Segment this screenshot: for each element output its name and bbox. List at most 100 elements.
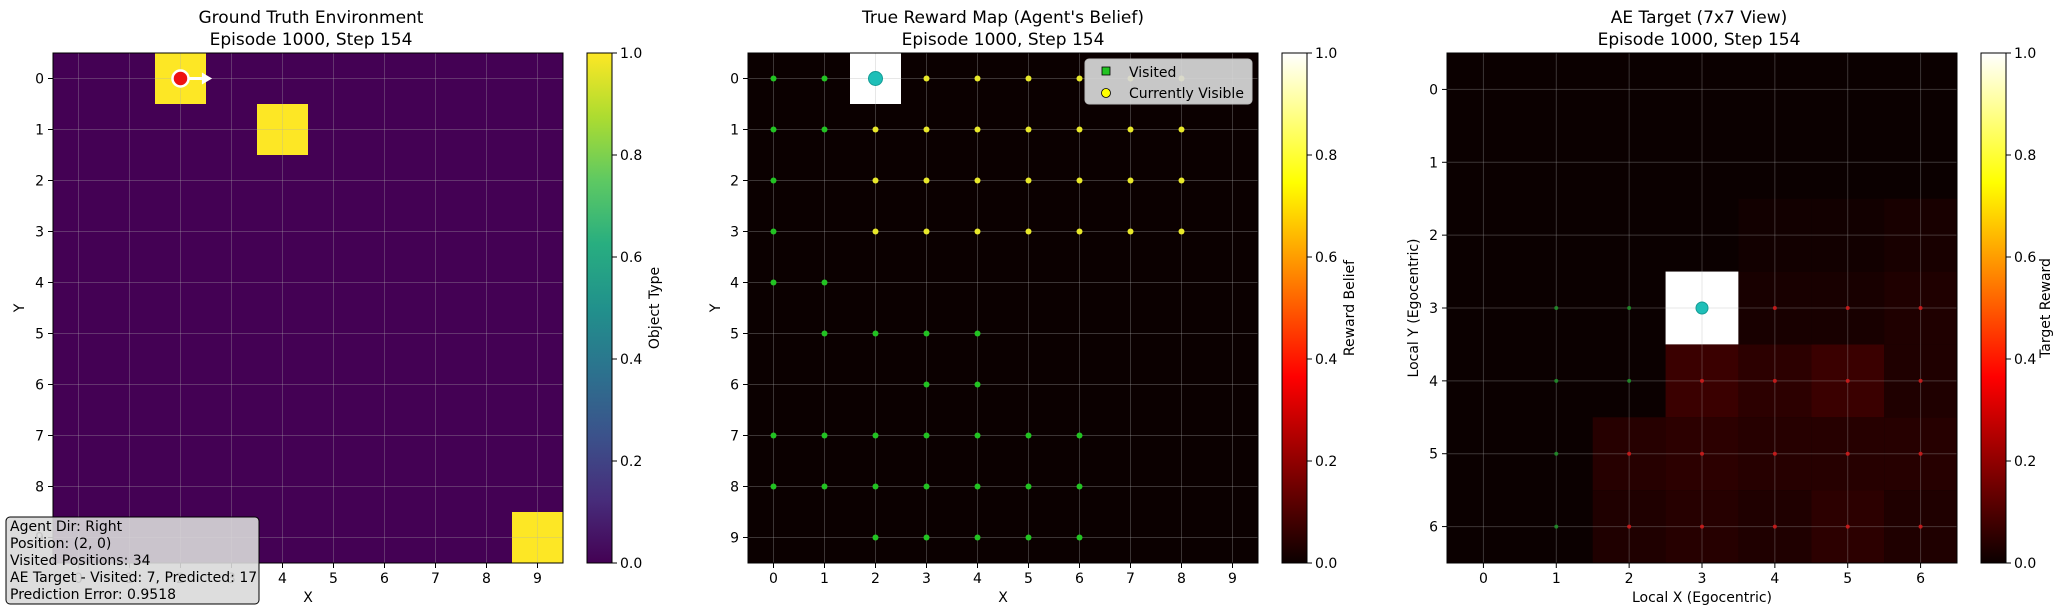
x-tick-label: 0 bbox=[769, 571, 778, 587]
y-tick-label: 3 bbox=[730, 225, 739, 241]
colorbar-tick-label: 0.6 bbox=[1315, 250, 1337, 266]
colorbar-tick-label: 0.2 bbox=[1315, 454, 1337, 470]
red-point bbox=[1772, 378, 1777, 383]
colorbar-tick-label: 1.0 bbox=[1315, 46, 1337, 62]
y-tick-label: 7 bbox=[35, 429, 44, 445]
panel3-colorbar-ticks: 0.0 0.2 0.4 0.6 0.8 1.0 bbox=[2006, 46, 2036, 572]
visited-point bbox=[1076, 534, 1083, 541]
colorbar-tick-label: 0.6 bbox=[2014, 250, 2036, 266]
visible-point bbox=[1178, 177, 1185, 184]
panel1-subtitle: Episode 1000, Step 154 bbox=[210, 30, 413, 50]
visited-point bbox=[923, 381, 930, 388]
visible-point bbox=[923, 228, 930, 235]
panel3-colorbar bbox=[1980, 52, 2007, 564]
x-tick-label: 3 bbox=[1698, 571, 1707, 587]
visited-point bbox=[770, 228, 777, 235]
x-tick-label: 6 bbox=[1075, 571, 1084, 587]
x-tick-label: 4 bbox=[1770, 571, 1779, 587]
y-tick-label: 6 bbox=[35, 378, 44, 394]
visited-point bbox=[923, 483, 930, 490]
green-point bbox=[1554, 451, 1559, 456]
red-point bbox=[1845, 378, 1850, 383]
x-tick-label: 3 bbox=[922, 571, 931, 587]
colorbar-tick-label: 0.8 bbox=[1315, 148, 1337, 164]
colorbar-tick-label: 0.0 bbox=[620, 556, 642, 572]
red-point bbox=[1627, 524, 1632, 529]
heatmap-cell bbox=[1738, 198, 1812, 272]
panel1-title: Ground Truth Environment bbox=[199, 8, 424, 28]
visited-point bbox=[872, 330, 879, 337]
visited-point bbox=[821, 432, 828, 439]
visible-point bbox=[1076, 177, 1083, 184]
red-point bbox=[1700, 451, 1704, 456]
panel3-points bbox=[1554, 306, 1923, 529]
colorbar-tick-label: 0.4 bbox=[1315, 352, 1337, 368]
visited-point bbox=[1076, 432, 1083, 439]
y-tick-label: 1 bbox=[730, 123, 739, 139]
heatmap-cell bbox=[1884, 198, 1957, 272]
green-point bbox=[1554, 378, 1559, 383]
red-point bbox=[1918, 306, 1923, 310]
panel2-points bbox=[770, 75, 1185, 541]
info-prediction-error: Prediction Error: 0.9518 bbox=[10, 587, 176, 603]
red-point bbox=[1772, 451, 1777, 456]
panel1-colorbar bbox=[586, 52, 613, 564]
visible-point bbox=[974, 75, 981, 82]
y-tick-label: 6 bbox=[1429, 520, 1438, 536]
info-visited-positions: Visited Positions: 34 bbox=[10, 553, 151, 569]
colorbar-tick-label: 1.0 bbox=[620, 46, 642, 62]
y-tick-label: 0 bbox=[35, 72, 44, 88]
x-tick-label: 9 bbox=[533, 571, 542, 587]
visible-point bbox=[1127, 126, 1134, 133]
y-tick-label: 5 bbox=[730, 327, 739, 343]
agent-marker bbox=[868, 71, 883, 86]
y-tick-label: 4 bbox=[730, 276, 739, 292]
visible-point bbox=[872, 228, 879, 235]
panel2-colorbar bbox=[1281, 52, 1308, 564]
legend-box bbox=[1084, 58, 1253, 105]
visited-point bbox=[1025, 483, 1032, 490]
green-point bbox=[1627, 378, 1632, 383]
visited-point bbox=[1025, 534, 1032, 541]
panel2-plot-frame bbox=[747, 52, 1259, 564]
y-tick-label: 1 bbox=[1429, 155, 1438, 171]
x-tick-label: 1 bbox=[820, 571, 829, 587]
colorbar-tick-label: 0.0 bbox=[2014, 556, 2036, 572]
agent-marker bbox=[171, 69, 190, 88]
red-point bbox=[1627, 451, 1632, 456]
panel3-subtitle: Episode 1000, Step 154 bbox=[1598, 30, 1801, 50]
panel2-title: True Reward Map (Agent's Belief) bbox=[861, 8, 1144, 28]
agent-marker bbox=[1695, 301, 1709, 315]
visited-point bbox=[1076, 483, 1083, 490]
visited-point bbox=[923, 330, 930, 337]
info-ae-target: AE Target - Visited: 7, Predicted: 17 bbox=[10, 570, 257, 586]
panel-reward-map: True Reward Map (Agent's Belief) Episode… bbox=[708, 8, 1358, 606]
visited-point bbox=[770, 432, 777, 439]
panel2-y-ticks: 0 1 2 3 4 5 6 7 8 9 bbox=[730, 72, 748, 547]
visited-point bbox=[770, 177, 777, 184]
red-point bbox=[1772, 306, 1777, 310]
colorbar-tick-label: 0.0 bbox=[1315, 556, 1337, 572]
red-point bbox=[1918, 524, 1923, 529]
y-tick-label: 7 bbox=[730, 429, 739, 445]
x-tick-label: 7 bbox=[431, 571, 440, 587]
info-agent-dir: Agent Dir: Right bbox=[10, 519, 123, 535]
panel1-agent bbox=[171, 69, 213, 88]
x-tick-label: 6 bbox=[1916, 571, 1925, 587]
visible-point bbox=[1025, 228, 1032, 235]
legend-visited-marker bbox=[1101, 66, 1111, 76]
x-tick-label: 8 bbox=[482, 571, 491, 587]
green-point bbox=[1627, 306, 1632, 310]
x-tick-label: 2 bbox=[1625, 571, 1634, 587]
legend-visible-label: Currently Visible bbox=[1129, 86, 1244, 102]
green-point bbox=[1554, 524, 1559, 529]
visible-point bbox=[974, 228, 981, 235]
panel3-title: AE Target (7x7 View) bbox=[1611, 8, 1787, 28]
visited-point bbox=[872, 432, 879, 439]
red-point bbox=[1918, 451, 1923, 456]
visited-point bbox=[821, 75, 828, 82]
panel3-y-label: Local Y (Egocentric) bbox=[1406, 239, 1422, 378]
visited-point bbox=[821, 330, 828, 337]
colorbar-tick-label: 0.4 bbox=[620, 352, 642, 368]
